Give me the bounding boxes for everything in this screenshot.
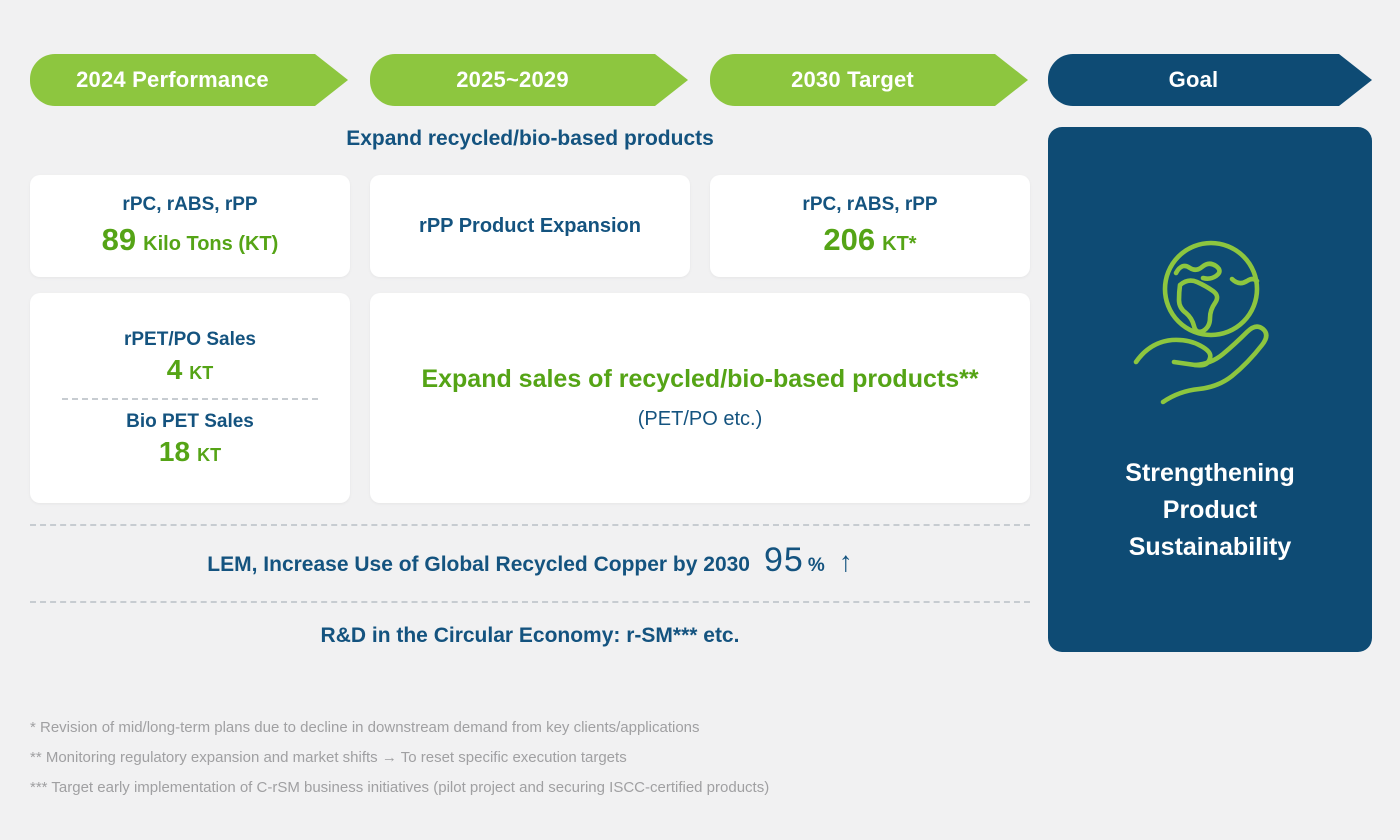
card-subtitle: (PET/PO etc.) [637,408,763,430]
card-title-bio-pet-sales: Bio PET Sales [126,410,254,432]
arrow-tip-icon [1339,54,1372,106]
card-2024-sales: rPET/PO Sales 4 KT Bio PET Sales 18 KT [30,293,350,503]
section-divider [30,601,1030,603]
footnote-3: *** Target early implementation of C-rSM… [30,779,770,796]
card-value: 4 [166,353,183,385]
arrow-body: 2030 Target [710,54,995,106]
timeline-step-label: 2025~2029 [456,67,569,92]
up-arrow-icon: ↑ [838,546,853,577]
timeline-step-2025-2029: 2025~2029 [370,54,688,106]
timeline-step-2024-performance: 2024 Performance [30,54,348,106]
card-value-line: 206 KT* [823,222,916,258]
lem-copper-row: LEM, Increase Use of Global Recycled Cop… [30,541,1030,585]
timeline-step-2030-target: 2030 Target [710,54,1028,106]
card-plan-rpp-expansion: rPP Product Expansion [370,175,690,277]
card-title: Expand sales of recycled/bio-based produ… [421,365,979,393]
dashed-divider [62,397,318,400]
card-value-line: 18 KT [159,436,221,468]
arrow-body: 2025~2029 [370,54,655,106]
card-value: 206 [823,222,876,257]
timeline-step-label: Goal [1168,67,1219,92]
card-value-line: 89 Kilo Tons (KT) [102,222,279,258]
arrow-body: 2024 Performance [30,54,315,106]
timeline-step-label: 2030 Target [791,67,914,92]
earth-in-hand-icon [1133,240,1269,405]
goal-title-line: Strengthening [1125,459,1295,487]
goal-title-line: Sustainability [1128,533,1292,561]
goal-panel: Strengthening Product Sustainability [1048,127,1372,652]
goal-title-line: Product [1162,496,1258,524]
arrow-body: Goal [1048,54,1339,106]
timeline-step-goal: Goal [1048,54,1372,106]
goal-title: Strengthening Product Sustainability [1125,455,1294,566]
card-unit: Kilo Tons (KT) [143,233,279,255]
card-title: rPC, rABS, rPP [802,194,938,215]
card-2030-target-products: rPC, rABS, rPP 206 KT* [710,175,1030,277]
section-divider [30,524,1030,526]
footnote-2: ** Monitoring regulatory expansion and m… [30,749,627,766]
card-2024-recycled-products: rPC, rABS, rPP 89 Kilo Tons (KT) [30,175,350,277]
lem-statement: LEM, Increase Use of Global Recycled Cop… [207,553,750,576]
card-label: rPP Product Expansion [419,214,641,237]
arrow-tip-icon [315,54,348,106]
percent-sign: % [807,555,825,576]
arrow-tip-icon [995,54,1028,106]
card-unit: KT [197,444,222,465]
lem-percent-value: 95 [763,541,804,579]
arrow-tip-icon [655,54,688,106]
card-value: 89 [101,222,137,257]
card-title: rPC, rABS, rPP [122,194,258,215]
card-title-rpet-po-sales: rPET/PO Sales [123,328,256,350]
card-unit: KT [189,362,214,383]
card-value-line: 4 KT [167,354,214,386]
card-unit: KT* [882,233,917,255]
card-value: 18 [158,435,191,467]
footnotes: * Revision of mid/long-term plans due to… [30,718,1030,808]
timeline-step-label: 2024 Performance [76,67,269,92]
section-heading: Expand recycled/bio-based products [346,127,714,150]
rnd-circular-economy-row: R&D in the Circular Economy: r-SM*** etc… [320,624,740,647]
footnote-1: * Revision of mid/long-term plans due to… [30,719,700,736]
card-expand-sales: Expand sales of recycled/bio-based produ… [370,293,1030,503]
